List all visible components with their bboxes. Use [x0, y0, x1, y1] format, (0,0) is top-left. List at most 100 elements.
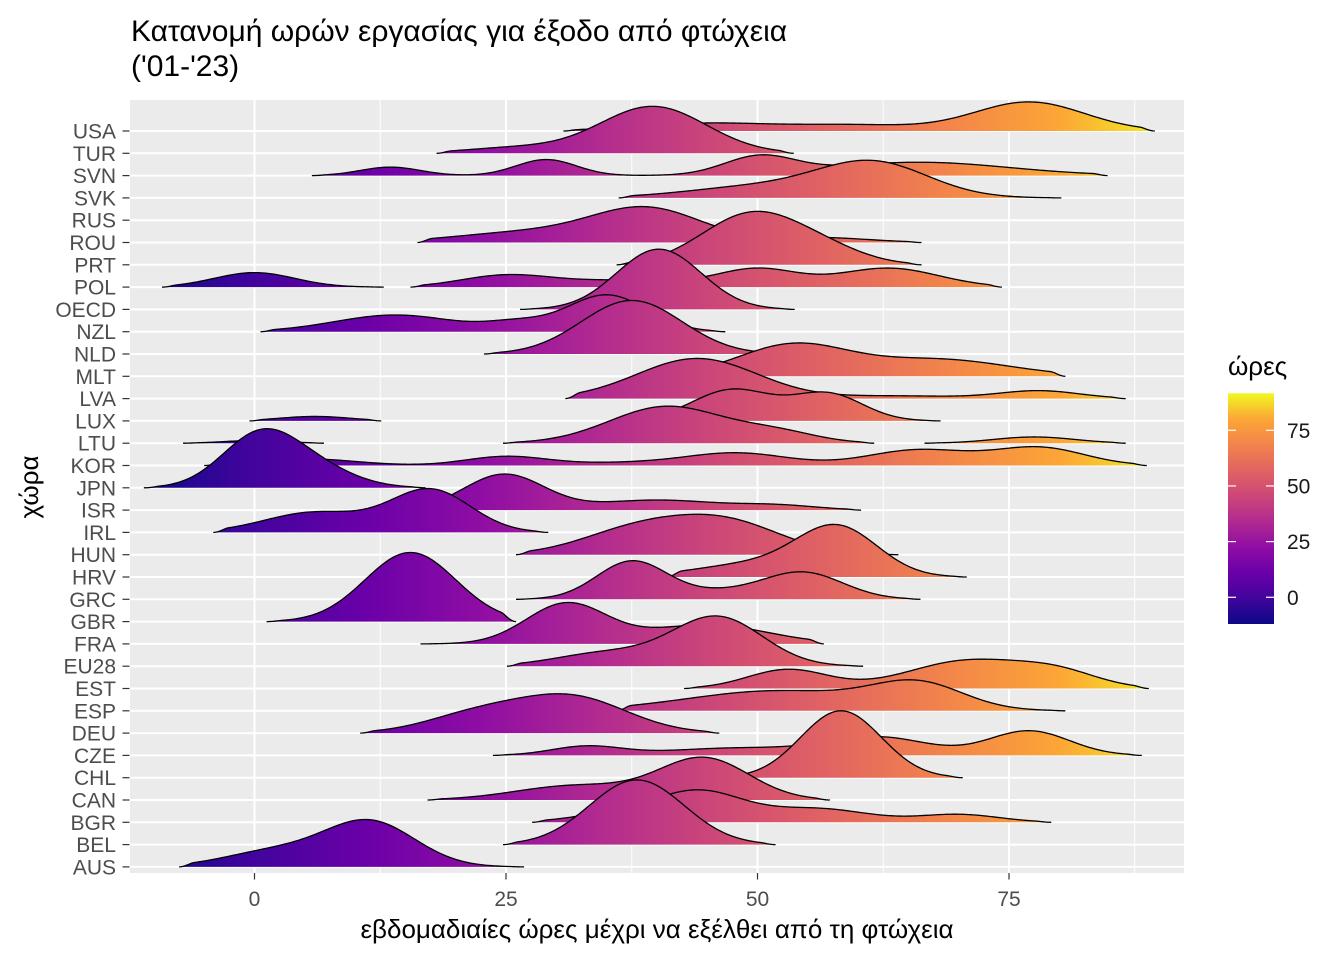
- ridge-outline-svn: [311, 154, 1108, 177]
- ridge-can: [427, 756, 830, 801]
- ridge-area-gbr: [266, 552, 517, 622]
- ridge-eu28: [506, 615, 864, 667]
- ridge-svk: [618, 159, 1062, 199]
- ridge-rou: [417, 205, 922, 244]
- ridge-outline-bel: [502, 779, 776, 846]
- ridge-outline-isr: [405, 473, 862, 511]
- ridge-area-tur: [436, 106, 794, 154]
- y-tick-label: ROU: [69, 232, 116, 255]
- x-axis-title: εβδομαδιαίες ώρες μέχρι να εξέλθει από τ…: [360, 914, 953, 944]
- y-tick-label: JPN: [76, 477, 116, 500]
- ridge-outline-eu28: [506, 615, 864, 667]
- chart-subtitle: ('01-'23): [131, 50, 239, 83]
- x-tick-label: 25: [494, 888, 517, 911]
- ridge-area-aus: [179, 819, 525, 867]
- y-tick-label: AUS: [73, 856, 116, 879]
- legend-tick-label: 0: [1287, 587, 1299, 610]
- y-tick-label: LUX: [75, 410, 116, 433]
- y-tick-label: RUS: [72, 210, 116, 233]
- y-tick-label: MLT: [76, 366, 117, 389]
- ridge-outline-deu: [360, 693, 720, 734]
- x-tick-label: 75: [997, 888, 1020, 911]
- ridge-oecd: [520, 248, 795, 311]
- y-axis-title: χώρα: [14, 455, 44, 518]
- x-tick-label: 0: [249, 888, 261, 911]
- ridge-area-lva: [565, 358, 1126, 399]
- ridge-outline-oecd: [520, 248, 795, 311]
- ridge-outline-aus: [179, 818, 525, 868]
- ridge-deu: [360, 693, 720, 734]
- ridge-outline-grc: [516, 560, 921, 600]
- ridge-area-lux: [636, 388, 941, 421]
- y-tick-label: BGR: [70, 812, 116, 835]
- y-tick-label: CAN: [72, 790, 116, 813]
- ridge-aus: [179, 818, 525, 868]
- y-tick-label: ESP: [74, 700, 116, 723]
- y-tick-label: ISR: [81, 500, 116, 523]
- ridge-outline-ltu: [924, 436, 1126, 444]
- x-tick-label: 50: [746, 888, 769, 911]
- ridges: [143, 101, 1155, 868]
- ridge-outline-jpn: [143, 428, 426, 489]
- legend-title: ώρες: [1228, 351, 1287, 381]
- ridge-outline-pol: [161, 271, 384, 288]
- ridge-lva: [565, 357, 1126, 400]
- axes: USATURSVNSVKRUSROUPRTPOLOECDNZLNLDMLTLVA…: [55, 121, 1020, 912]
- ridge-area-isr: [405, 474, 862, 511]
- ridge-jpn: [143, 428, 426, 489]
- y-tick-label: USA: [73, 121, 116, 144]
- y-tick-label: SVN: [73, 165, 116, 188]
- ridge-area-jpn: [143, 428, 426, 488]
- ridge-outline-fra: [420, 601, 824, 645]
- y-tick-label: EU28: [63, 656, 116, 679]
- y-tick-label: DEU: [72, 723, 116, 746]
- y-tick-label: NZL: [76, 321, 116, 344]
- ridge-area-deu: [360, 693, 720, 734]
- legend-colorbar: [1228, 393, 1274, 624]
- y-tick-label: FRA: [74, 633, 116, 656]
- ridge-area-grc: [516, 560, 921, 600]
- ridge-outline-chl: [707, 710, 963, 779]
- y-tick-label: KOR: [70, 455, 116, 478]
- legend-tick-label: 50: [1287, 475, 1310, 498]
- ridge-area-mlt: [636, 342, 1066, 377]
- ridge-area-esp: [616, 679, 1066, 711]
- ridge-outline-lux: [636, 388, 941, 422]
- ridge-area-pol: [161, 272, 384, 288]
- ridge-area-prt: [616, 211, 922, 265]
- ridge-bel: [502, 779, 776, 846]
- y-tick-label: CHL: [74, 767, 116, 790]
- ridge-outline-can: [427, 756, 830, 801]
- ridge-area-lux: [249, 416, 382, 421]
- ridge-area-hrv: [666, 524, 967, 577]
- ridge-outline-lux: [249, 415, 382, 422]
- y-tick-label: POL: [74, 277, 116, 300]
- ridge-esp: [616, 679, 1066, 712]
- ridge-area-ltu: [502, 406, 875, 444]
- ridge-outline-est: [684, 658, 1149, 690]
- ridge-area-nld: [483, 300, 778, 354]
- ridge-area-est: [684, 659, 1149, 689]
- ridge-outline-kor: [204, 446, 1147, 467]
- ridge-nld: [483, 299, 778, 355]
- ridge-outline-nld: [483, 299, 778, 355]
- ridge-area-svk: [618, 160, 1062, 198]
- y-tick-label: HRV: [72, 567, 116, 590]
- ridge-area-kor: [204, 446, 1147, 466]
- ridge-outline-irl: [213, 487, 549, 534]
- ridge-outline-hrv: [666, 523, 967, 578]
- y-tick-label: HUN: [71, 544, 117, 567]
- ridge-outline-rou: [417, 205, 922, 244]
- y-tick-label: PRT: [74, 254, 116, 277]
- y-tick-label: EST: [75, 678, 116, 701]
- ridge-isr: [405, 473, 862, 511]
- ridge-hrv: [666, 523, 967, 578]
- y-tick-label: SVK: [74, 187, 116, 210]
- ridge-grc: [516, 560, 921, 600]
- ridge-chl: [707, 710, 963, 779]
- ridge-outline-tur: [436, 105, 794, 154]
- ridge-outline-lva: [565, 357, 1126, 400]
- y-tick-label: IRL: [83, 522, 116, 545]
- y-tick-label: TUR: [73, 143, 116, 166]
